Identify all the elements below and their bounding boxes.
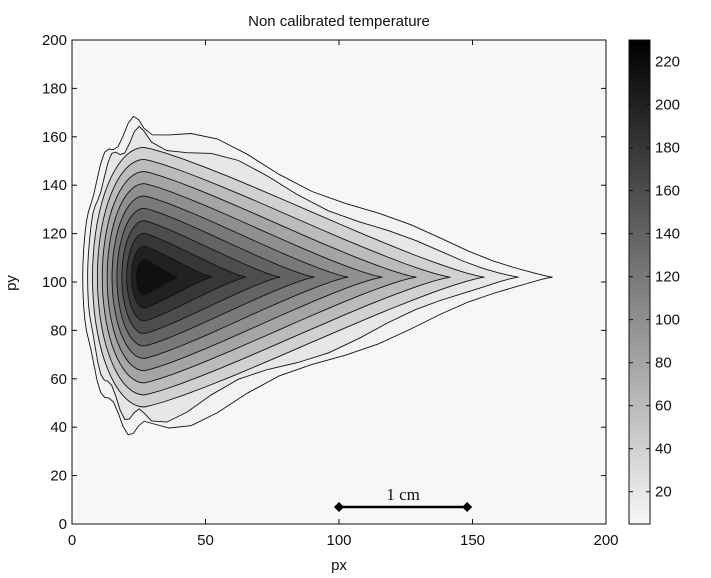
y-tick-label: 20 (50, 468, 67, 485)
x-tick-label: 50 (197, 532, 214, 549)
colorbar-tick-label: 200 (655, 97, 680, 114)
x-tick-label: 100 (326, 532, 351, 549)
plot-title: Non calibrated temperature (248, 13, 430, 30)
colorbar-tick-label: 60 (655, 398, 672, 415)
colorbar (628, 39, 651, 525)
axis-ticks: 0 50 100 150 200 0 20 40 60 80 100 120 140 160 180 200 (42, 32, 619, 549)
contour-level (136, 258, 179, 296)
colorbar-tick-label: 100 (655, 312, 680, 329)
y-tick-label: 0 (59, 516, 67, 533)
x-tick-label: 200 (593, 532, 618, 549)
y-tick-label: 140 (42, 177, 67, 194)
y-tick-label: 120 (42, 226, 67, 243)
colorbar-tick-label: 20 (655, 484, 672, 501)
y-tick-label: 200 (42, 32, 67, 49)
colorbar-tick-label: 160 (655, 183, 680, 200)
colorbar-tick-label: 140 (655, 226, 680, 243)
colorbar-tick-label: 220 (655, 54, 680, 71)
y-tick-label: 60 (50, 371, 67, 388)
scale-bar-marker (462, 502, 473, 513)
scale-bar-marker (334, 502, 344, 513)
colorbar-tick-label: 40 (655, 441, 672, 458)
colorbar-tick-label: 180 (655, 140, 680, 157)
y-tick-label: 160 (42, 129, 67, 146)
colorbar-tick-label: 120 (655, 269, 680, 286)
x-axis-label: px (331, 557, 347, 574)
colorbar-tick-label: 80 (655, 355, 672, 372)
x-tick-label: 0 (68, 532, 76, 549)
contour-plume (82, 115, 553, 436)
scale-bar-label: 1 cm (386, 485, 420, 504)
y-tick-label: 40 (50, 419, 67, 436)
y-tick-label: 80 (50, 322, 67, 339)
y-tick-label: 100 (42, 274, 67, 291)
x-tick-label: 150 (460, 532, 485, 549)
y-tick-label: 180 (42, 80, 67, 97)
y-axis-label: py (3, 275, 20, 291)
scale-bar: 1 cm (334, 485, 473, 513)
colorbar-ticks: 20 40 60 80 100 120 140 160 180 200 220 (629, 54, 680, 501)
